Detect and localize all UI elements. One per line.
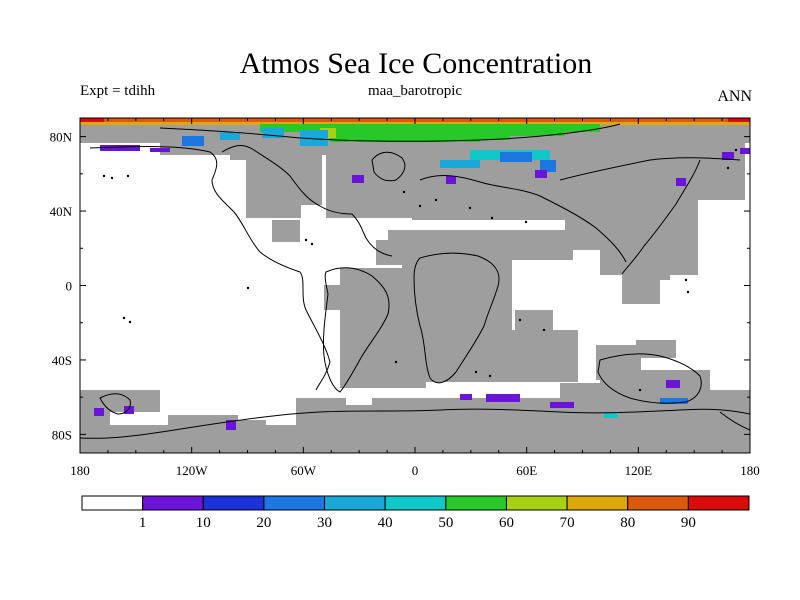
experiment-label: Expt = tdihh <box>80 83 156 99</box>
colorbar-label: 1 <box>139 515 147 531</box>
colorbar-label: 10 <box>196 515 211 531</box>
x-tick-label: 120W <box>176 463 209 478</box>
y-tick-label: 80N <box>50 130 73 145</box>
colorbar-label: 20 <box>256 515 271 531</box>
colorbar-swatch <box>505 495 568 511</box>
map-content <box>80 118 750 453</box>
colorbar-label: 90 <box>681 515 696 531</box>
season-label: ANN <box>717 88 752 105</box>
x-tick-label: 0 <box>412 463 419 478</box>
axis-ticks: 180 120W 60W 0 60E 120E 180 80N 40N 0 40S 80S <box>50 118 760 478</box>
colorbar-swatch <box>263 495 326 511</box>
plot-title: Atmos Sea Ice Concentration <box>239 47 593 80</box>
y-tick-label: 80S <box>52 427 72 442</box>
colorbar-swatch <box>627 495 689 511</box>
y-tick-label: 40S <box>52 353 72 368</box>
colorbar-label: 30 <box>317 515 332 531</box>
colorbar: 1 10 20 30 40 50 60 70 80 90 <box>81 495 750 531</box>
x-tick-label: 180 <box>70 463 90 478</box>
colorbar-swatch <box>324 495 386 511</box>
coastlines <box>80 123 750 439</box>
y-tick-label: 0 <box>66 279 73 294</box>
variable-label: maa_barotropic <box>367 83 463 99</box>
colorbar-swatch <box>445 495 507 511</box>
colorbar-label: 40 <box>378 515 393 531</box>
colorbar-swatch <box>81 495 144 511</box>
colorbar-label: 80 <box>620 515 635 531</box>
x-tick-label: 60W <box>291 463 317 478</box>
x-tick-label: 120E <box>625 463 653 478</box>
x-tick-label: 180 <box>740 463 760 478</box>
y-tick-label: 40N <box>50 204 73 219</box>
colorbar-swatch <box>687 495 750 511</box>
islands <box>102 148 738 392</box>
colorbar-label: 60 <box>499 515 514 531</box>
colorbar-label: 70 <box>560 515 575 531</box>
x-tick-label: 60E <box>516 463 537 478</box>
colorbar-swatch <box>566 495 629 511</box>
colorbar-label: 50 <box>438 515 453 531</box>
colorbar-swatch <box>384 495 447 511</box>
colorbar-swatch <box>142 495 204 511</box>
colorbar-swatch <box>202 495 265 511</box>
